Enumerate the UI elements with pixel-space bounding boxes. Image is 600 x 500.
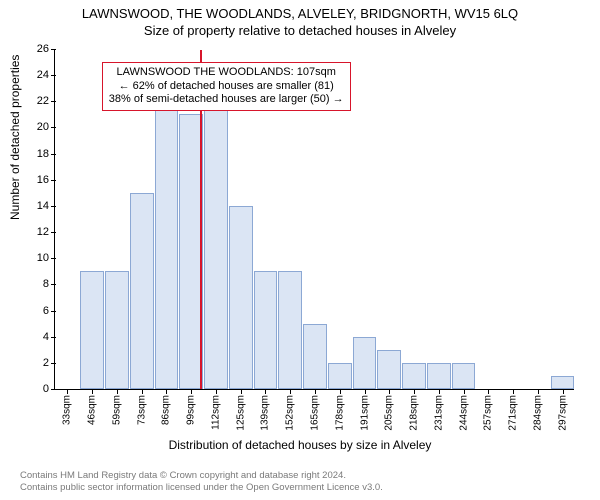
histogram-bar — [328, 363, 352, 389]
annotation-line: ← 62% of detached houses are smaller (81… — [109, 80, 344, 94]
histogram-bar — [204, 101, 228, 389]
x-tick: 257sqm — [483, 389, 494, 431]
histogram-bar — [427, 363, 451, 389]
histogram-bar — [80, 271, 104, 389]
y-tick: 16 — [37, 174, 55, 186]
x-tick: 112sqm — [210, 389, 221, 430]
x-tick: 218sqm — [409, 389, 420, 431]
histogram-bar — [303, 324, 327, 389]
y-tick: 26 — [37, 43, 55, 55]
x-tick: 271sqm — [508, 389, 519, 431]
x-tick: 33sqm — [62, 389, 73, 425]
footer-line-2: Contains public sector information licen… — [20, 482, 383, 494]
histogram-bar — [377, 350, 401, 389]
footer-attribution: Contains HM Land Registry data © Crown c… — [20, 470, 383, 494]
y-tick: 22 — [37, 95, 55, 107]
x-tick: 73sqm — [136, 389, 147, 425]
x-tick: 178sqm — [334, 389, 345, 431]
y-axis-label: Number of detached properties — [8, 55, 22, 220]
x-tick: 244sqm — [458, 389, 469, 431]
x-tick: 165sqm — [310, 389, 321, 431]
x-tick: 191sqm — [359, 389, 370, 431]
page-title: LAWNSWOOD, THE WOODLANDS, ALVELEY, BRIDG… — [0, 0, 600, 21]
x-tick: 152sqm — [285, 389, 296, 431]
y-tick: 10 — [37, 252, 55, 264]
y-tick: 24 — [37, 69, 55, 81]
y-tick: 14 — [37, 200, 55, 212]
page-subtitle: Size of property relative to detached ho… — [0, 21, 600, 38]
y-tick: 12 — [37, 226, 55, 238]
annotation-line: LAWNSWOOD THE WOODLANDS: 107sqm — [109, 66, 344, 80]
histogram-bar — [229, 206, 253, 389]
x-tick: 125sqm — [235, 389, 246, 431]
x-axis-label: Distribution of detached houses by size … — [0, 438, 600, 452]
histogram-bar — [278, 271, 302, 389]
footer-line-1: Contains HM Land Registry data © Crown c… — [20, 470, 383, 482]
y-tick: 0 — [43, 383, 55, 395]
x-tick: 231sqm — [433, 389, 444, 431]
plot-area: 0246810121416182022242633sqm46sqm59sqm73… — [54, 50, 574, 390]
x-tick: 139sqm — [260, 389, 271, 431]
histogram-bar — [105, 271, 129, 389]
y-tick: 2 — [43, 357, 55, 369]
x-tick: 205sqm — [384, 389, 395, 431]
y-tick: 6 — [43, 305, 55, 317]
y-tick: 8 — [43, 278, 55, 290]
histogram-bar — [353, 337, 377, 389]
x-tick: 86sqm — [161, 389, 172, 425]
annotation-box: LAWNSWOOD THE WOODLANDS: 107sqm← 62% of … — [102, 62, 351, 111]
histogram-bar — [130, 193, 154, 389]
x-tick: 99sqm — [186, 389, 197, 425]
y-tick: 18 — [37, 148, 55, 160]
x-tick: 59sqm — [111, 389, 122, 425]
x-tick: 46sqm — [87, 389, 98, 425]
x-tick: 297sqm — [557, 389, 568, 431]
histogram-chart: 0246810121416182022242633sqm46sqm59sqm73… — [54, 50, 574, 390]
histogram-bar — [254, 271, 278, 389]
histogram-bar — [551, 376, 575, 389]
histogram-bar — [402, 363, 426, 389]
y-tick: 4 — [43, 331, 55, 343]
y-tick: 20 — [37, 121, 55, 133]
histogram-bar — [452, 363, 476, 389]
annotation-line: 38% of semi-detached houses are larger (… — [109, 93, 344, 107]
histogram-bar — [155, 101, 179, 389]
x-tick: 284sqm — [532, 389, 543, 431]
